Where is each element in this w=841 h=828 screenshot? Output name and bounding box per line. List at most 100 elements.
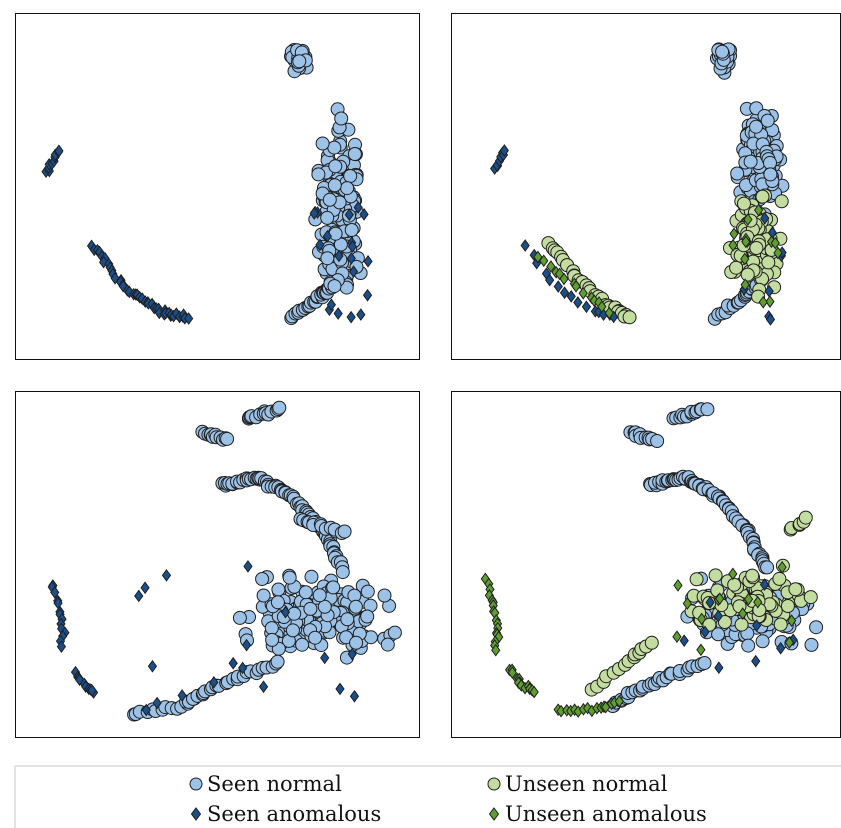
point-unseen-anomalous bbox=[787, 614, 797, 628]
point-unseen-anomalous bbox=[578, 286, 588, 300]
point-seen-anomalous bbox=[209, 675, 219, 689]
point-seen-normal bbox=[340, 181, 355, 196]
panel-frame bbox=[15, 391, 420, 738]
point-unseen-anomalous bbox=[777, 560, 787, 574]
point-seen-anomalous bbox=[50, 586, 60, 599]
legend-item-seen-anomalous: Seen anomalous bbox=[190, 802, 381, 826]
point-seen-normal bbox=[763, 167, 778, 182]
point-seen-normal bbox=[320, 210, 335, 225]
point-unseen-anomalous bbox=[753, 203, 764, 217]
point-seen-anomalous bbox=[751, 619, 762, 632]
point-unseen-anomalous bbox=[740, 252, 750, 266]
point-seen-normal bbox=[328, 159, 343, 174]
point-seen-anomalous bbox=[346, 310, 356, 324]
point-seen-anomalous bbox=[545, 273, 555, 287]
point-seen-anomalous bbox=[87, 684, 97, 697]
point-seen-anomalous bbox=[346, 252, 356, 265]
point-seen-anomalous bbox=[334, 249, 344, 263]
point-seen-normal bbox=[347, 147, 362, 161]
point-seen-anomalous bbox=[241, 638, 252, 652]
panel-frame bbox=[15, 13, 420, 360]
point-seen-normal bbox=[303, 601, 318, 616]
point-seen-normal bbox=[308, 630, 323, 645]
point-seen-normal bbox=[715, 44, 730, 59]
point-seen-normal bbox=[804, 637, 819, 652]
point-seen-normal bbox=[327, 140, 342, 155]
scatter-panel-bottom-right bbox=[451, 391, 841, 738]
point-unseen-anomalous bbox=[546, 260, 556, 273]
point-seen-normal bbox=[711, 627, 726, 642]
point-seen-normal bbox=[697, 656, 712, 670]
point-seen-normal bbox=[340, 612, 355, 627]
legend-item-unseen-normal: Unseen normal bbox=[487, 772, 668, 796]
point-seen-normal bbox=[220, 431, 235, 446]
point-seen-anomalous bbox=[700, 625, 710, 639]
point-seen-normal bbox=[700, 402, 715, 417]
point-unseen-anomalous bbox=[715, 592, 725, 606]
point-seen-anomalous bbox=[363, 254, 373, 268]
point-seen-anomalous bbox=[280, 605, 291, 619]
point-seen-normal bbox=[320, 251, 335, 266]
point-seen-anomalous bbox=[356, 308, 366, 321]
point-seen-anomalous bbox=[573, 296, 583, 309]
point-seen-normal bbox=[311, 167, 326, 182]
point-unseen-anomalous bbox=[728, 567, 738, 581]
point-seen-anomalous bbox=[499, 144, 509, 157]
point-unseen-anomalous bbox=[697, 612, 707, 626]
point-unseen-anomalous bbox=[773, 246, 783, 260]
point-seen-anomalous bbox=[344, 208, 354, 222]
point-seen-normal bbox=[337, 524, 352, 539]
point-unseen-anomalous bbox=[728, 238, 738, 252]
point-unseen-normal bbox=[622, 310, 637, 325]
point-seen-anomalous bbox=[309, 207, 319, 220]
point-seen-normal bbox=[334, 111, 349, 126]
point-seen-normal bbox=[327, 279, 342, 294]
point-seen-anomalous bbox=[581, 300, 592, 314]
point-seen-normal bbox=[298, 585, 313, 600]
point-seen-anomalous bbox=[315, 238, 325, 252]
point-unseen-normal bbox=[780, 599, 795, 613]
point-unseen-anomalous bbox=[741, 235, 751, 249]
point-seen-anomalous bbox=[56, 640, 67, 653]
point-seen-normal bbox=[809, 620, 824, 635]
point-seen-normal bbox=[264, 621, 279, 636]
point-seen-normal bbox=[315, 136, 330, 151]
point-seen-anomalous bbox=[141, 703, 151, 717]
point-seen-anomalous bbox=[553, 280, 563, 293]
point-seen-anomalous bbox=[140, 581, 150, 595]
point-seen-normal bbox=[265, 632, 280, 647]
points-bottom-left bbox=[47, 400, 402, 722]
point-seen-anomalous bbox=[765, 313, 776, 326]
point-seen-normal bbox=[272, 400, 287, 415]
legend-marker-diamond bbox=[488, 807, 500, 821]
point-seen-normal bbox=[741, 638, 756, 653]
point-seen-anomalous bbox=[566, 290, 576, 303]
point-unseen-anomalous bbox=[758, 295, 768, 309]
point-unseen-normal bbox=[803, 590, 818, 605]
point-unseen-normal bbox=[774, 194, 789, 209]
point-seen-normal bbox=[377, 588, 392, 603]
point-unseen-anomalous bbox=[539, 254, 549, 268]
point-unseen-normal bbox=[773, 617, 788, 632]
legend-marker-circle bbox=[189, 777, 203, 791]
legend-marker-circle bbox=[487, 777, 501, 791]
point-unseen-anomalous bbox=[753, 595, 763, 609]
point-seen-normal bbox=[760, 560, 775, 575]
legend-item-unseen-anomalous: Unseen anomalous bbox=[488, 802, 707, 826]
point-unseen-normal bbox=[729, 260, 744, 275]
point-seen-anomalous bbox=[134, 589, 144, 603]
point-seen-normal bbox=[755, 634, 770, 649]
point-unseen-normal bbox=[745, 568, 760, 583]
point-seen-anomalous bbox=[751, 654, 761, 668]
point-seen-normal bbox=[271, 582, 286, 597]
points-top-right bbox=[490, 42, 790, 326]
point-seen-normal bbox=[312, 588, 327, 603]
point-unseen-normal bbox=[772, 571, 787, 586]
point-unseen-anomalous bbox=[597, 300, 607, 314]
points-top-left bbox=[41, 43, 373, 326]
legend-item-seen-normal: Seen normal bbox=[189, 772, 342, 796]
point-seen-normal bbox=[328, 226, 343, 241]
point-seen-anomalous bbox=[152, 696, 162, 710]
point-unseen-normal bbox=[644, 635, 659, 650]
